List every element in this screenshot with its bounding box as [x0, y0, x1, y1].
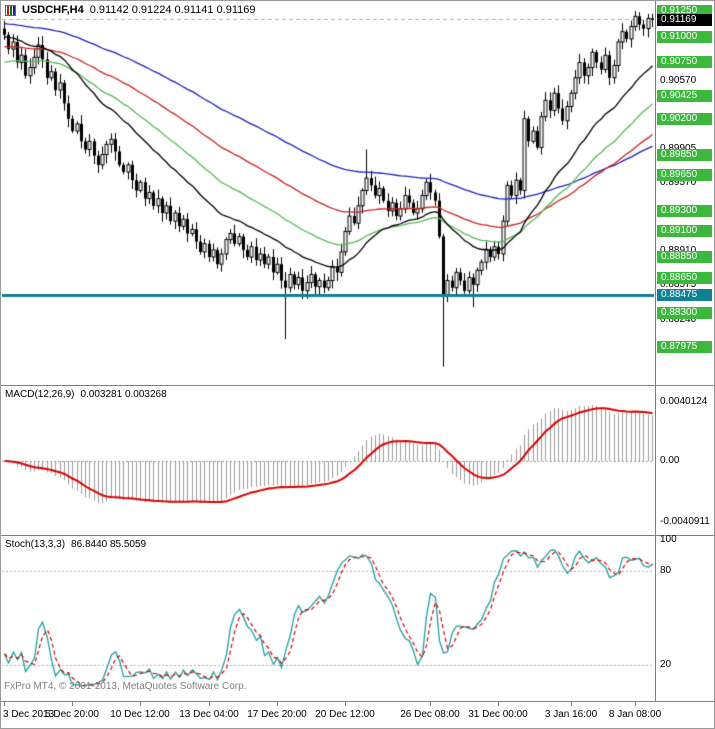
price-tick-label: 0.88240	[660, 314, 697, 325]
price-level-badge: 0.89300	[657, 205, 712, 217]
ohlc-values: 0.91142 0.91224 0.91141 0.91169	[89, 4, 256, 16]
stochastic-name: Stoch(13,3,3)	[5, 539, 66, 550]
price-level-badge: 0.90750	[657, 56, 712, 68]
time-axis-tick	[571, 702, 572, 706]
price-tick-label: 0.89570	[660, 177, 697, 188]
macd-canvas[interactable]	[2, 387, 654, 535]
time-axis[interactable]: 3 Dec 2013 5 Dec 20:00 10 Dec 12:00 13 Dec …	[1, 701, 714, 728]
price-level-badge: 0.89850	[657, 149, 712, 161]
symbol-period-label: USDCHF,H4	[22, 4, 84, 16]
time-axis-tick	[277, 702, 278, 706]
time-axis-tick	[498, 702, 499, 706]
copyright-text: FxPro MT4, © 2001-2013, MetaQuotes Softw…	[4, 681, 247, 692]
stoch-axis-label: 20	[660, 659, 672, 670]
stochastic-axis[interactable]: 100 80 20	[655, 534, 714, 702]
time-axis-tick	[635, 702, 636, 706]
macd-axis-label: 0.00	[660, 455, 680, 466]
price-level-badge: 0.88850	[657, 251, 712, 263]
price-level-badge: 0.90200	[657, 113, 712, 125]
stoch-axis-label: 100	[660, 534, 677, 545]
time-axis-label: 3 Dec 2013	[3, 709, 55, 720]
price-panel: USDCHF,H4 0.91142 0.91224 0.91141 0.9116…	[1, 1, 714, 385]
price-level-badge: 0.89100	[657, 225, 712, 237]
time-axis-label: 31 Dec 00:00	[468, 709, 528, 720]
price-level-badge: 0.88300	[657, 307, 712, 319]
macd-name: MACD(12,26,9)	[5, 389, 75, 400]
time-axis-tick	[345, 702, 346, 706]
price-tick-label: 0.90570	[660, 75, 697, 86]
time-axis-label: 13 Dec 04:00	[179, 709, 239, 720]
support-level-badge: 0.88475	[657, 289, 712, 301]
stochastic-panel: Stoch(13,3,3) 86.8440 85.5059 FxPro MT4,…	[1, 534, 714, 702]
time-axis-label: 5 Dec 20:00	[45, 709, 99, 720]
price-level-badge: 0.88650	[657, 272, 712, 284]
price-chart-canvas[interactable]	[2, 2, 654, 383]
macd-panel: MACD(12,26,9) 0.003281 0.003268 0.004012…	[1, 385, 714, 536]
time-axis-label: 3 Jan 16:00	[544, 709, 598, 720]
time-axis-tick	[4, 702, 5, 706]
time-axis-label: 17 Dec 20:00	[247, 709, 307, 720]
time-axis-tick	[72, 702, 73, 706]
time-axis-tick	[430, 702, 431, 706]
price-tick-label: 0.89905	[656, 143, 714, 155]
price-level-badge: 0.91000	[657, 31, 712, 43]
chart-title: USDCHF,H4 0.91142 0.91224 0.91141 0.9116…	[5, 4, 256, 16]
stochastic-label: Stoch(13,3,3) 86.8440 85.5059	[5, 539, 146, 550]
stoch-axis-label: 80	[660, 565, 672, 576]
time-axis-label: 20 Dec 12:00	[315, 709, 375, 720]
macd-axis[interactable]: 0.0040124 0.00 -0.0040911	[655, 386, 714, 536]
current-price-badge: 0.91169	[657, 14, 712, 26]
time-axis-label: 26 Dec 08:00	[400, 709, 460, 720]
price-axis[interactable]: 0.90570 0.89905 0.89570 0.88910 0.88575 0.882…	[655, 1, 714, 385]
macd-label: MACD(12,26,9) 0.003281 0.003268	[5, 389, 167, 400]
chart-icon	[5, 4, 16, 16]
time-axis-label: 8 Jan 08:00	[608, 709, 662, 720]
price-level-badge: 0.89650	[657, 169, 712, 181]
price-level-badge: 0.90425	[657, 90, 712, 102]
stochastic-canvas[interactable]	[2, 537, 654, 701]
time-axis-tick	[140, 702, 141, 706]
price-tick-label: 0.88910	[656, 245, 714, 257]
time-axis-tick	[209, 702, 210, 706]
price-tick-label: 0.88575	[660, 279, 697, 290]
macd-axis-label: 0.0040124	[660, 396, 708, 407]
macd-axis-label: -0.0040911	[660, 516, 710, 527]
stochastic-values: 86.8440 85.5059	[71, 539, 147, 550]
price-level-badge: 0.87975	[657, 341, 712, 353]
time-axis-label: 10 Dec 12:00	[110, 709, 170, 720]
macd-values: 0.003281 0.003268	[80, 389, 167, 400]
